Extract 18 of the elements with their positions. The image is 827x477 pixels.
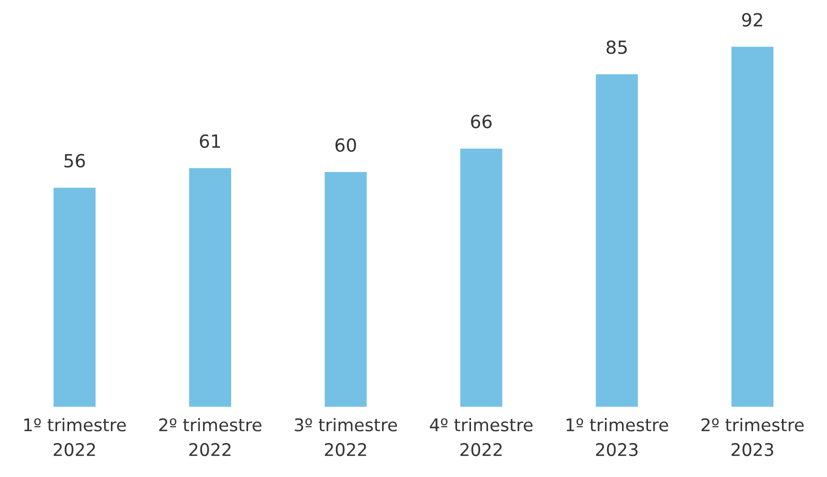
x-tick-label: 1º trimestre 2022 <box>24 418 126 456</box>
bar <box>189 168 232 407</box>
x-tick-label: 1º trimestre 2023 <box>566 418 668 456</box>
x-tick-label: 4º trimestre 2022 <box>430 418 533 456</box>
data-label: 66 <box>471 114 492 128</box>
x-tick-label: 2º trimestre 2023 <box>702 418 804 456</box>
bar <box>460 148 502 407</box>
data-label: 56 <box>64 154 85 168</box>
x-tick-label: 2º trimestre 2022 <box>159 418 262 456</box>
bar <box>731 46 774 407</box>
bar <box>324 172 367 407</box>
data-label: 61 <box>200 134 220 148</box>
data-label: 92 <box>742 12 762 27</box>
x-tick-label: 3º trimestre 2022 <box>294 418 397 456</box>
bar <box>54 188 96 407</box>
data-label: 60 <box>335 138 356 152</box>
bar <box>596 74 638 407</box>
data-label: 85 <box>606 40 627 54</box>
